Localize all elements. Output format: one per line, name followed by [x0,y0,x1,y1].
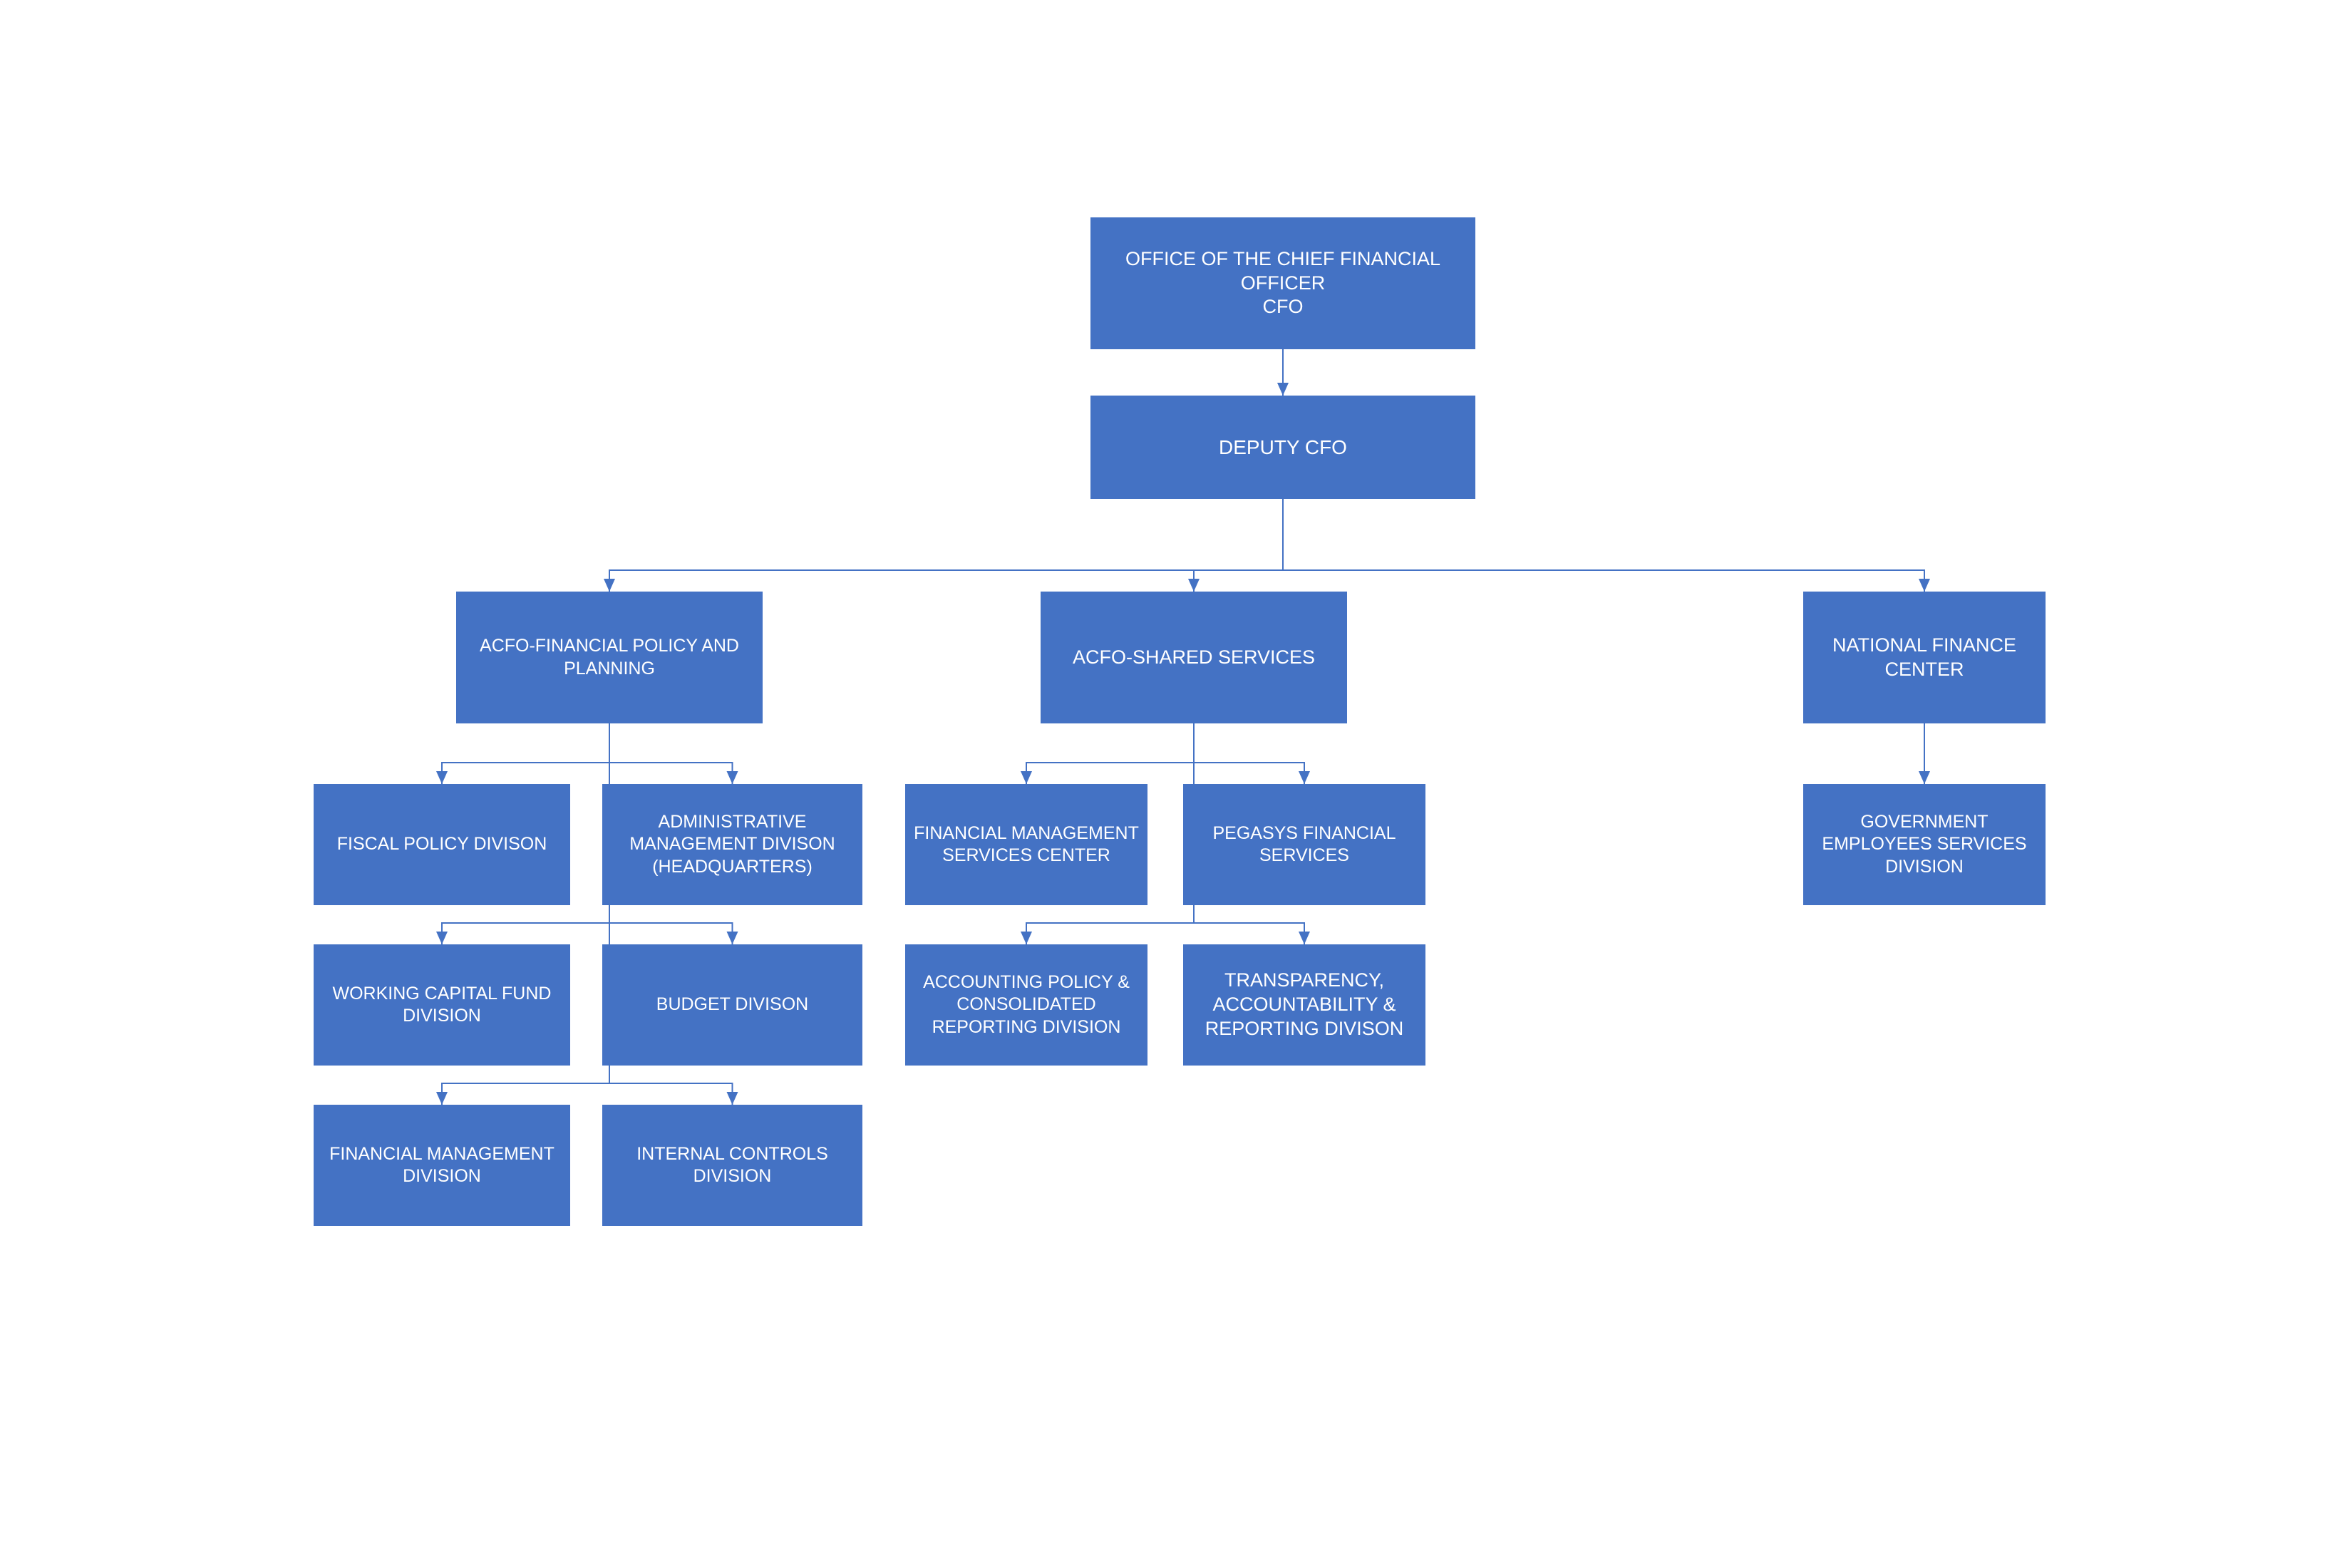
org-node-label: OFFICE OF THE CHIEF FINANCIAL OFFICERCFO [1099,247,1467,319]
org-node-icd: INTERNAL CONTROLS DIVISION [602,1105,862,1226]
org-node-acfo_ss: ACFO-SHARED SERVICES [1041,592,1347,723]
org-node-nfc: NATIONAL FINANCE CENTER [1803,592,2046,723]
org-node-label: DEPUTY CFO [1219,435,1347,460]
org-node-label: ACCOUNTING POLICY & CONSOLIDATED REPORTI… [914,971,1139,1038]
org-node-label: PEGASYS FINANCIAL SERVICES [1192,822,1417,867]
org-node-label: ADMINISTRATIVE MANAGEMENT DIVISON (HEADQ… [611,811,854,878]
org-node-fmsc: FINANCIAL MANAGEMENT SERVICES CENTER [905,784,1147,905]
org-node-cfo: OFFICE OF THE CHIEF FINANCIAL OFFICERCFO [1090,217,1475,349]
org-node-label: FISCAL POLICY DIVISON [337,833,547,855]
org-node-label: ACFO-FINANCIAL POLICY AND PLANNING [465,635,754,680]
org-node-label: WORKING CAPITAL FUND DIVISION [322,983,562,1028]
org-chart: OFFICE OF THE CHIEF FINANCIAL OFFICERCFO… [0,0,2352,1568]
org-node-apcrd: ACCOUNTING POLICY & CONSOLIDATED REPORTI… [905,944,1147,1066]
org-node-label: INTERNAL CONTROLS DIVISION [611,1143,854,1188]
org-node-wcfd: WORKING CAPITAL FUND DIVISION [314,944,570,1066]
org-node-label: ACFO-SHARED SERVICES [1073,646,1315,670]
org-node-tard: TRANSPARENCY, ACCOUNTABILITY & REPORTING… [1183,944,1425,1066]
org-node-deputy: DEPUTY CFO [1090,396,1475,499]
org-node-admd: ADMINISTRATIVE MANAGEMENT DIVISON (HEADQ… [602,784,862,905]
org-node-bd: BUDGET DIVISON [602,944,862,1066]
org-node-label: BUDGET DIVISON [656,994,808,1016]
org-node-label: FINANCIAL MANAGEMENT DIVISION [322,1143,562,1188]
org-node-pfs: PEGASYS FINANCIAL SERVICES [1183,784,1425,905]
org-node-acfo_fpp: ACFO-FINANCIAL POLICY AND PLANNING [456,592,763,723]
org-node-fmd: FINANCIAL MANAGEMENT DIVISION [314,1105,570,1226]
org-node-fpd: FISCAL POLICY DIVISON [314,784,570,905]
org-node-label: GOVERNMENT EMPLOYEES SERVICES DIVISION [1812,811,2037,878]
org-node-gesd: GOVERNMENT EMPLOYEES SERVICES DIVISION [1803,784,2046,905]
org-node-label: TRANSPARENCY, ACCOUNTABILITY & REPORTING… [1192,969,1417,1041]
org-node-label: FINANCIAL MANAGEMENT SERVICES CENTER [914,822,1139,867]
org-node-label: NATIONAL FINANCE CENTER [1812,634,2037,682]
